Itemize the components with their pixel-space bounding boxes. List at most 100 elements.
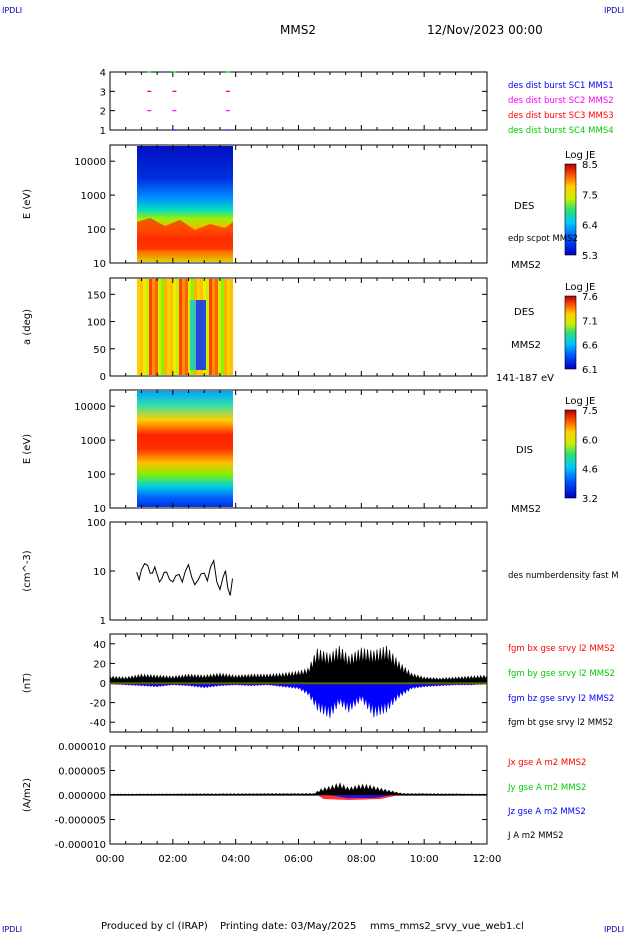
colorbar-title: Log JE — [565, 150, 595, 161]
corner-label-bottom-right: IPDLI — [604, 925, 624, 934]
colorbar-tick: 6.6 — [582, 341, 598, 352]
y-axis-label: (cm^-3) — [22, 550, 33, 591]
y-tick-label: 0.000005 — [58, 767, 106, 778]
footer-printing-date: Printing date: 03/May/2025 — [220, 921, 356, 932]
y-tick-label: 10000 — [74, 402, 106, 413]
side-label: MMS2 — [511, 340, 541, 351]
corner-label-top-right: IPDLI — [604, 6, 624, 15]
corner-label-bottom-left: IPDLI — [2, 925, 22, 934]
y-tick-label: 0 — [100, 372, 106, 383]
colorbar-tick: 6.0 — [582, 435, 598, 446]
y-tick-label: 100 — [87, 470, 106, 481]
colorbar-des-pitch — [564, 295, 577, 370]
y-tick-label: -0.000005 — [55, 816, 106, 827]
pitch-stripe — [224, 279, 228, 375]
y-axis-label: (A/m2) — [22, 778, 33, 812]
y-tick-label: 10 — [93, 567, 106, 578]
colorbar-tick: 7.6 — [582, 292, 598, 303]
colorbar-tick: 5.3 — [582, 251, 598, 262]
x-tick-label: 08:00 — [347, 854, 376, 865]
y-tick-label: 40 — [93, 640, 106, 651]
legend-entry: J A m2 MMS2 — [507, 831, 564, 841]
y-tick-label: 10 — [93, 259, 106, 270]
y-tick-label: 1000 — [81, 191, 106, 202]
pitch-stripe — [152, 279, 156, 375]
colorbar-tick: 3.2 — [582, 494, 598, 505]
y-tick-label: -40 — [90, 718, 106, 729]
density-panel-frame — [109, 521, 488, 621]
colorbar-tick: 7.1 — [582, 316, 598, 327]
pitch-stripe — [167, 279, 171, 375]
x-tick-label: 10:00 — [410, 854, 439, 865]
x-tick-label: 12:00 — [473, 854, 502, 865]
legend-entry: fgm bt gse srvy l2 MMS2 — [508, 718, 613, 728]
footer-filename: mms_mms2_srvy_vue_web1.cl — [370, 921, 524, 932]
current-j-series — [109, 782, 488, 796]
plot-title: MMS2 — [280, 23, 316, 37]
legend-entry: des dist burst SC3 MMS3 — [508, 111, 614, 121]
legend-entry: des dist burst SC1 MMS1 — [508, 81, 614, 91]
legend-entry: fgm by gse srvy l2 MMS2 — [508, 669, 615, 679]
des-energy-spectrogram — [137, 146, 233, 262]
pitch-stripe — [230, 279, 234, 375]
y-tick-label: 100 — [87, 225, 106, 236]
side-label: edp scpot MMS2 — [508, 234, 578, 244]
y-tick-label: 3 — [100, 87, 106, 98]
footer-produced-by: Produced by cl (IRAP) — [101, 921, 208, 932]
side-label: DES — [514, 201, 534, 212]
y-tick-label: 0 — [100, 679, 106, 690]
x-tick-label: 00:00 — [96, 854, 125, 865]
pitch-stripe — [179, 279, 183, 375]
pitch-stripe — [218, 279, 222, 375]
colorbar-tick: 7.5 — [582, 406, 598, 417]
y-tick-label: 1 — [100, 126, 106, 137]
colorbar-tick: 7.5 — [582, 190, 598, 201]
legend-entry: fgm bx gse srvy l2 MMS2 — [508, 644, 615, 654]
legend-entry: des dist burst SC2 MMS2 — [508, 96, 614, 106]
legend-entry: Jx gse A m2 MMS2 — [507, 758, 586, 768]
x-tick-label: 04:00 — [221, 854, 250, 865]
y-tick-label: 1000 — [81, 436, 106, 447]
y-axis-label: E (eV) — [22, 189, 33, 219]
y-tick-label: 10 — [93, 504, 106, 515]
y-tick-label: 100 — [87, 518, 106, 529]
y-tick-label: 10000 — [74, 157, 106, 168]
density-series-line — [136, 559, 233, 596]
y-tick-label: 100 — [87, 318, 106, 329]
y-tick-label: 50 — [93, 345, 106, 356]
pitch-stripe — [164, 279, 168, 375]
y-tick-label: 1 — [100, 616, 106, 627]
pitch-stripe — [149, 279, 153, 375]
y-tick-label: 2 — [100, 107, 106, 118]
colorbar-tick: 6.4 — [582, 221, 598, 232]
y-tick-label: 150 — [87, 290, 106, 301]
corner-label-top-left: IPDLI — [2, 6, 22, 15]
legend-entry: Jy gse A m2 MMS2 — [507, 783, 586, 793]
x-tick-label: 06:00 — [284, 854, 313, 865]
pitch-stripe — [143, 279, 147, 375]
colorbar-title: Log JE — [565, 282, 595, 293]
pitch-stripe — [173, 279, 177, 375]
side-label: MMS2 — [511, 260, 541, 271]
y-tick-label: 0.000000 — [58, 791, 106, 802]
fgm-bz-series — [109, 682, 488, 719]
pitch-stripe — [170, 279, 174, 375]
y-tick-label: 20 — [93, 659, 106, 670]
y-axis-label: a (deg) — [22, 309, 33, 345]
pitch-stripe-cyan — [190, 300, 196, 370]
colorbar-tick: 4.6 — [582, 465, 598, 476]
y-axis-label: (nT) — [22, 673, 33, 693]
pitch-stripe — [206, 279, 210, 375]
pitch-stripe — [137, 279, 141, 375]
y-axis-label: E (eV) — [22, 434, 33, 464]
des-pitch-spectrogram — [137, 279, 234, 375]
colorbar-tick: 6.1 — [582, 365, 598, 376]
pitch-stripe — [140, 279, 144, 375]
colorbar-dis-energy — [564, 409, 577, 499]
pitch-stripe — [227, 279, 231, 375]
legend-entry: Jz gse A m2 MMS2 — [507, 807, 586, 817]
dis-energy-spectrogram — [137, 391, 233, 507]
x-tick-label: 02:00 — [158, 854, 187, 865]
pitch-stripe — [182, 279, 186, 375]
